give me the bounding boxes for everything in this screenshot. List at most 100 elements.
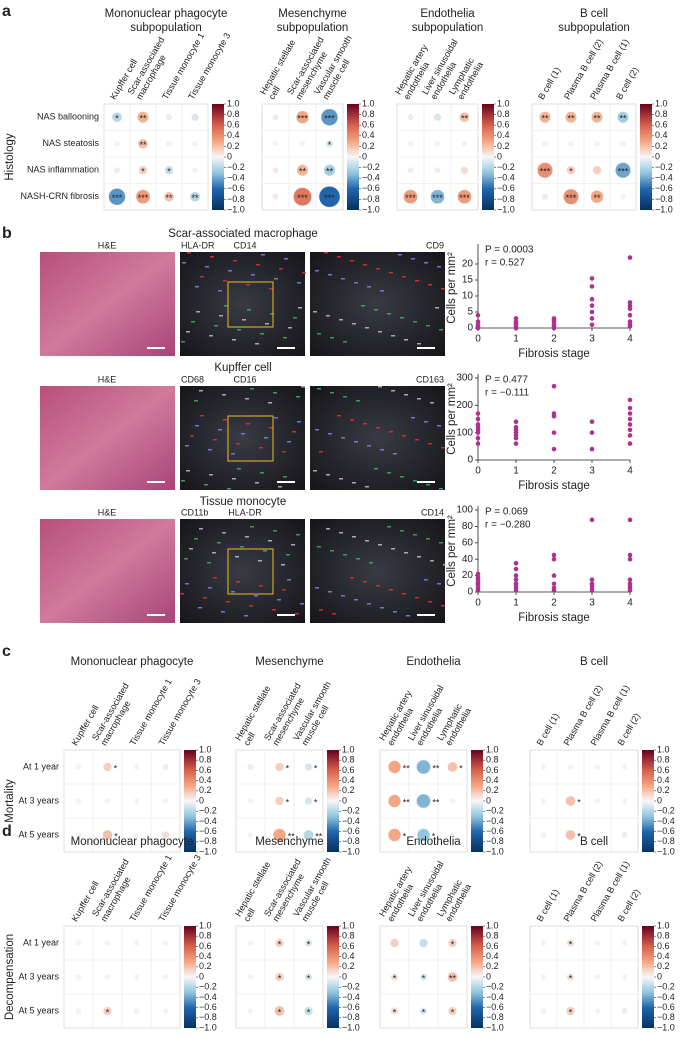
annotation: r = −0.111 xyxy=(485,388,530,399)
correlation-dot xyxy=(137,111,149,123)
colorbar-tick-label: −0.4 xyxy=(655,173,673,183)
colorbar-tick-label: −0.6 xyxy=(199,826,217,836)
cell-signal xyxy=(413,534,417,536)
cell-signal xyxy=(240,546,244,548)
colorbar-tick-label: 0.2 xyxy=(227,141,240,151)
data-point xyxy=(475,416,481,422)
cell-signal xyxy=(264,437,268,439)
colorbar xyxy=(327,750,339,852)
colorbar-tick-label: −0.8 xyxy=(497,194,515,204)
significance-stars: * xyxy=(451,1007,455,1017)
cell-signal xyxy=(337,256,341,258)
correlation-dot xyxy=(388,828,401,842)
colorbar-tick-label: −1.0 xyxy=(199,1022,217,1032)
data-point xyxy=(627,312,633,318)
cell-signal xyxy=(356,558,360,560)
cell-signal xyxy=(369,562,373,564)
x-tick-label: 4 xyxy=(627,598,633,609)
significance-stars: ** xyxy=(432,797,440,807)
cell-signal xyxy=(231,591,235,593)
correlation-dot xyxy=(163,1008,168,1014)
colorbar xyxy=(642,926,654,1028)
correlation-dot xyxy=(565,830,576,840)
group-title: subpopulation xyxy=(412,22,484,34)
colorbar-tick-label: 1.0 xyxy=(486,744,499,754)
correlation-dot xyxy=(595,798,600,804)
annotation: P = 0.477 xyxy=(485,375,528,386)
cell-signal xyxy=(328,591,332,593)
data-point xyxy=(475,312,481,318)
cell-signal xyxy=(391,335,395,337)
column-label-line: B cell (1) xyxy=(536,65,562,101)
correlation-dot xyxy=(248,940,253,946)
significance-stars: ** xyxy=(541,114,549,124)
group-title: subpopulation xyxy=(130,22,202,34)
micrograph xyxy=(180,519,305,623)
colorbar-tick-label: 1.0 xyxy=(497,98,510,108)
cell-signal xyxy=(400,530,404,532)
cell-signal xyxy=(404,339,408,341)
cell-signal xyxy=(350,260,354,262)
correlation-dot xyxy=(594,141,600,147)
cell-signal xyxy=(315,587,319,589)
data-point xyxy=(589,430,595,435)
colorbar-tick-label: 0.8 xyxy=(657,755,670,765)
correlation-dot xyxy=(166,114,172,121)
side-label: Mortality xyxy=(4,779,16,823)
cell-signal xyxy=(249,605,253,607)
correlation-dot xyxy=(272,167,279,174)
column-label-line: B cell (2) xyxy=(616,711,642,747)
colorbar-tick-label: 0.8 xyxy=(227,109,240,119)
cell-signal xyxy=(212,552,216,554)
group-title: Mesenchyme xyxy=(255,656,323,668)
cell-signal xyxy=(273,530,277,532)
cell-signal xyxy=(413,321,417,323)
data-point xyxy=(627,517,633,523)
data-point xyxy=(589,581,595,587)
correlation-dot xyxy=(620,141,626,147)
cell-signal xyxy=(232,478,236,480)
annotation: r = 0.527 xyxy=(485,258,525,269)
cell-signal xyxy=(300,603,304,605)
cell-signal xyxy=(255,482,259,484)
colorbar-tick-label: −1.0 xyxy=(227,204,245,214)
colorbar-tick-label: −0.6 xyxy=(657,1002,675,1012)
cell-signal xyxy=(279,268,283,270)
correlation-dot xyxy=(275,972,284,982)
data-point xyxy=(551,430,557,435)
colorbar-tick-label: 0 xyxy=(486,971,491,981)
cell-signal xyxy=(205,266,209,268)
cell-signal xyxy=(404,552,408,554)
cell-signal xyxy=(352,536,356,538)
cell-signal xyxy=(354,599,358,601)
significance-stars: ** xyxy=(567,114,575,124)
cell-signal xyxy=(387,313,391,315)
correlation-dot xyxy=(407,167,414,174)
colorbar-tick-label: −0.2 xyxy=(362,162,380,172)
cell-signal xyxy=(441,605,445,607)
cell-signal xyxy=(387,526,391,528)
correlation-dot xyxy=(595,974,600,980)
significance-stars: * xyxy=(307,973,311,983)
correlation-dot xyxy=(541,940,546,946)
correlation-dot xyxy=(293,187,312,206)
colorbar-tick-label: −0.6 xyxy=(199,1002,217,1012)
colorbar-tick-label: −0.8 xyxy=(227,194,245,204)
correlation-dot xyxy=(419,938,428,948)
group-title: B cell xyxy=(580,656,608,668)
colorbar-tick-label: −0.6 xyxy=(655,183,673,193)
colorbar xyxy=(212,104,224,210)
correlation-dot xyxy=(325,140,334,148)
data-point xyxy=(513,581,519,587)
cell-signal xyxy=(231,453,235,455)
data-point xyxy=(475,411,481,416)
correlation-dot xyxy=(191,113,199,121)
cell-signal xyxy=(389,272,393,274)
cell-signal xyxy=(317,546,321,548)
data-point xyxy=(627,411,633,416)
data-point xyxy=(589,316,595,321)
correlation-dot xyxy=(138,165,148,175)
data-point xyxy=(475,441,481,446)
cell-signal xyxy=(191,321,195,323)
significance-stars: * xyxy=(278,939,282,949)
